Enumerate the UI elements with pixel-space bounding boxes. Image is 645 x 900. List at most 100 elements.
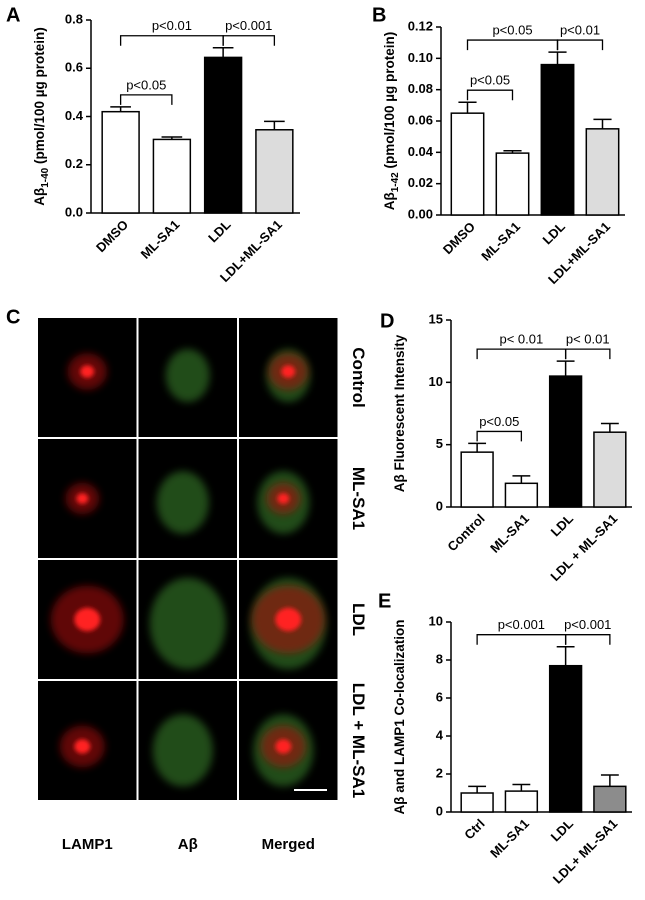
- y-tick-label: 0: [436, 498, 443, 513]
- y-axis-label-part: 1-42: [390, 172, 401, 192]
- bar: [593, 785, 627, 813]
- y-tick-label: 0.10: [408, 50, 433, 65]
- row-label: LDL + ML-SA1: [349, 683, 368, 798]
- x-tick-label: LDL: [540, 219, 569, 248]
- y-axis-label-part: Aβ Fluorescent Intensity: [392, 334, 407, 492]
- error-bar: [556, 645, 575, 666]
- green-signal: [156, 471, 209, 534]
- significance-label: p<0.05: [479, 414, 519, 429]
- error-bar: [161, 136, 183, 140]
- green-signal: [149, 577, 226, 670]
- error-bar: [503, 150, 522, 154]
- panel-label: C: [6, 306, 20, 328]
- chart: D 0 5 10 15 Aβ Fluorescent Intensity Control ML…: [380, 310, 632, 584]
- y-tick-label: 0.2: [65, 156, 83, 171]
- y-tick-label: 0.08: [408, 81, 433, 96]
- y-axis-label: Aβ1-40 (pmol/100 µg protein): [32, 27, 52, 206]
- bar: [504, 790, 539, 813]
- bar: [460, 792, 494, 813]
- row-label: ML-SA1: [349, 467, 368, 530]
- y-axis-label-part: 1-40: [40, 167, 51, 187]
- bar: [548, 664, 583, 813]
- y-axis-label: Aβ1-42 (pmol/100 µg protein): [382, 32, 402, 211]
- significance-label: p<0.05: [470, 73, 510, 88]
- error-bar: [512, 783, 531, 792]
- y-axis-label-part: Aβ: [382, 192, 397, 210]
- red-core: [80, 365, 95, 378]
- y-tick-label: 0.12: [408, 18, 433, 33]
- x-tick-label: DMSO: [440, 219, 478, 257]
- significance-label: p<0.05: [126, 77, 166, 92]
- x-tick-label: DMSO: [93, 217, 131, 255]
- y-axis-label-part: (pmol/100 µg protein): [32, 27, 47, 168]
- y-axis-label: Aβ and LAMP1 Co-localization: [392, 620, 407, 815]
- chart: E 0 2 4 6 8 10 Aβ and LAMP1 Co-localization Ctrl…: [378, 590, 632, 887]
- x-tick-label: Control: [444, 511, 487, 554]
- y-tick-label: 0.6: [65, 60, 83, 75]
- bar: [504, 482, 539, 508]
- significance-bracket: [222, 35, 276, 46]
- x-tick-label: LDL: [205, 217, 234, 246]
- y-tick-label: 6: [436, 689, 443, 704]
- bar: [450, 112, 485, 216]
- red-core: [277, 493, 290, 504]
- error-bar: [548, 51, 567, 65]
- panel-label: A: [6, 4, 20, 26]
- error-bar: [458, 101, 477, 114]
- significance-label: p< 0.01: [566, 332, 610, 347]
- y-axis-label-part: Aβ and LAMP1 Co-localization: [392, 620, 407, 815]
- error-bar: [593, 118, 612, 129]
- y-tick-label: 15: [429, 311, 443, 326]
- y-tick-label: 0.04: [408, 144, 434, 159]
- panel-label: B: [372, 4, 386, 26]
- panel-label: E: [378, 590, 391, 612]
- y-tick-label: 0.06: [408, 112, 433, 127]
- significance-bracket: [564, 634, 611, 645]
- significance-label: p<0.001: [225, 18, 272, 33]
- y-tick-label: 0.4: [65, 108, 84, 123]
- significance-label: p<0.001: [498, 617, 545, 632]
- significance-bracket: [556, 39, 604, 51]
- significance-bracket: [564, 348, 611, 360]
- error-bar: [512, 475, 531, 484]
- y-tick-label: 2: [436, 765, 443, 780]
- x-tick-label: LDL: [548, 511, 577, 540]
- error-bar: [600, 422, 619, 433]
- bar: [540, 63, 575, 216]
- panel-label: D: [380, 310, 394, 332]
- bar: [460, 451, 494, 508]
- chart: A 0.0 0.2 0.4 0.6 0.8 Aβ1-40 (pmol/100 µg prot…: [6, 4, 300, 285]
- y-tick-label: 0.00: [408, 206, 433, 221]
- significance-bracket: [119, 35, 224, 46]
- red-core: [275, 739, 292, 754]
- x-tick-label: Ctrl: [461, 816, 487, 842]
- chart: B 0.00 0.02 0.04 0.06 0.08 0.10 0.12 Aβ1-42 (pmo…: [372, 4, 625, 287]
- x-tick-label: ML-SA1: [478, 219, 523, 264]
- significance-label: p< 0.01: [500, 332, 544, 347]
- y-tick-label: 8: [436, 651, 443, 666]
- bar: [203, 56, 243, 214]
- error-bar: [110, 106, 131, 112]
- significance-label: p<0.05: [492, 23, 532, 38]
- column-label: Aβ: [178, 836, 198, 853]
- bar: [101, 110, 140, 214]
- error-bar: [600, 774, 619, 787]
- green-signal: [165, 349, 210, 402]
- column-label: LAMP1: [62, 836, 113, 853]
- x-tick-label: ML-SA1: [138, 217, 183, 262]
- y-tick-label: 4: [436, 727, 444, 742]
- significance-bracket: [119, 94, 173, 105]
- error-bar: [556, 360, 575, 377]
- red-core: [275, 607, 302, 632]
- bar: [255, 129, 294, 214]
- red-core: [74, 607, 101, 632]
- y-axis-label: Aβ Fluorescent Intensity: [392, 334, 407, 492]
- significance-bracket: [466, 39, 559, 51]
- y-tick-label: 0.0: [65, 204, 83, 219]
- y-tick-label: 10: [429, 374, 443, 389]
- row-label: Control: [349, 347, 368, 407]
- x-tick-label: ML-SA1: [487, 511, 532, 556]
- error-bar: [468, 785, 487, 793]
